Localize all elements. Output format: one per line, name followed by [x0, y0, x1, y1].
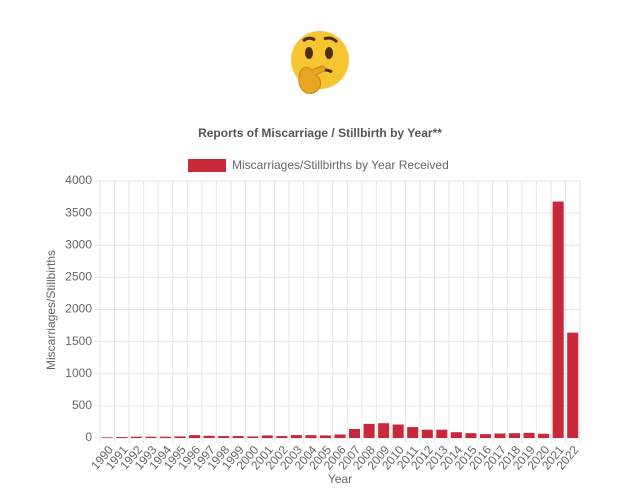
legend-swatch[interactable]	[188, 159, 226, 172]
bar	[189, 435, 201, 438]
thinking-emoji	[291, 31, 349, 94]
bar	[116, 437, 128, 438]
y-tick-label: 1000	[65, 366, 92, 380]
y-tick-label: 3500	[65, 205, 92, 219]
chart-title: Reports of Miscarriage / Stillbirth by Y…	[198, 126, 442, 140]
bar	[290, 435, 302, 438]
bar	[145, 436, 157, 438]
bar	[436, 429, 448, 438]
emoji-hand	[298, 65, 326, 94]
y-tick-label: 2000	[65, 302, 92, 316]
bar	[392, 424, 404, 438]
y-tick-label: 500	[72, 398, 92, 412]
emoji-eye	[305, 47, 313, 59]
y-tick-label: 0	[85, 430, 92, 444]
bar	[523, 432, 535, 438]
bar	[363, 423, 375, 438]
x-axis-label: Year	[328, 472, 352, 486]
bar	[232, 436, 244, 438]
bar	[538, 433, 550, 438]
bar	[407, 427, 419, 438]
bar	[465, 433, 477, 438]
bar	[101, 437, 113, 438]
y-axis-label: Miscarriages/Stillbirths	[44, 250, 58, 370]
y-tick-label: 1500	[65, 334, 92, 348]
emoji-brow	[302, 36, 339, 44]
bar	[261, 435, 273, 438]
bar	[479, 434, 491, 438]
bar	[450, 432, 462, 438]
bar	[130, 436, 142, 438]
bar	[421, 429, 433, 438]
bar	[218, 436, 230, 438]
bar	[378, 423, 390, 438]
bar	[247, 436, 259, 438]
emoji-eye	[325, 47, 333, 59]
bar	[319, 435, 331, 438]
bar	[276, 436, 288, 438]
bar	[334, 434, 346, 438]
bar	[494, 433, 506, 438]
bar	[552, 201, 564, 438]
y-tick-label: 4000	[65, 173, 92, 187]
y-tick-label: 2500	[65, 270, 92, 284]
bar	[305, 435, 317, 438]
bar	[349, 429, 361, 438]
legend-label[interactable]: Miscarriages/Stillbirths by Year Receive…	[232, 158, 449, 172]
bar	[567, 332, 579, 438]
y-tick-label: 3000	[65, 237, 92, 251]
bar	[509, 433, 521, 438]
bar	[159, 436, 171, 438]
bar	[174, 436, 186, 438]
bar	[203, 435, 215, 438]
